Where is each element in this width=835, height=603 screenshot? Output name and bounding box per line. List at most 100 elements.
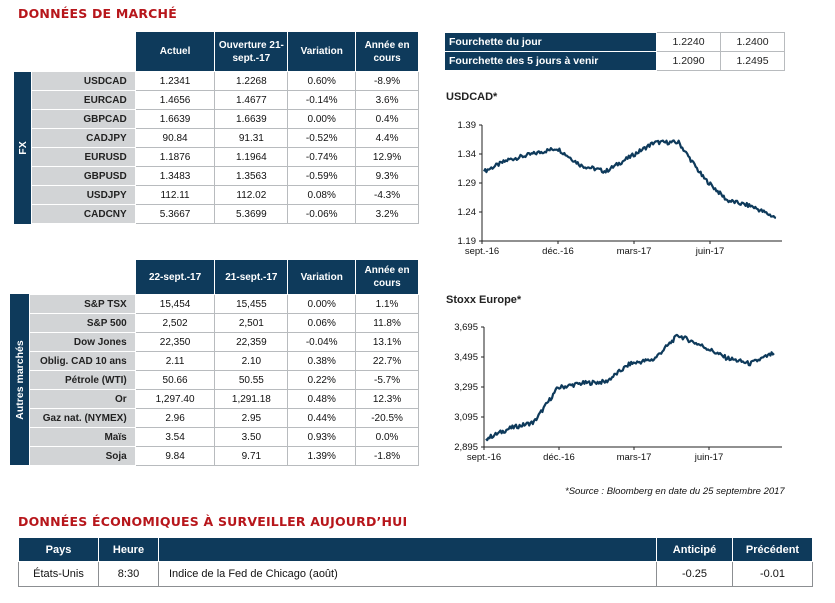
fx-open: 5.3699 (214, 204, 289, 224)
other-change: 0.22% (287, 370, 357, 390)
other-name: Soja (29, 446, 136, 466)
other-name: Or (29, 389, 136, 409)
fx-row: USDCAD 1.2341 1.2268 0.60% -8.9% (31, 71, 419, 91)
fx-ytd: 9.3% (355, 166, 419, 186)
other-name: Dow Jones (29, 332, 136, 352)
other-name: S&P TSX (29, 294, 136, 314)
fx-name: EURUSD (31, 147, 136, 167)
fx-row: EURUSD 1.1876 1.1964 -0.74% 12.9% (31, 147, 419, 167)
other-ytd: 11.8% (355, 313, 419, 333)
fx-header-row: Actuel Ouverture 21-sept.-17 Variation A… (31, 31, 419, 72)
market-data-title: DONNÉES DE MARCHÉ (18, 6, 177, 21)
other-change: 0.48% (287, 389, 357, 409)
other-open: 2,501 (214, 313, 289, 333)
fx-change: -0.52% (287, 128, 357, 148)
fx-ytd: 3.6% (355, 90, 419, 110)
economic-data-title: DONNÉES ÉCONOMIQUES À SURVEILLER AUJOURD… (18, 514, 408, 529)
other-ytd: 13.1% (355, 332, 419, 352)
fx-change: 0.00% (287, 109, 357, 129)
y-tick-label: 1.24 (458, 207, 477, 218)
fx-change: -0.06% (287, 204, 357, 224)
fx-row: GBPCAD 1.6639 1.6639 0.00% 0.4% (31, 109, 419, 129)
other-open: 2.10 (214, 351, 289, 371)
other-name: Oblig. CAD 10 ans (29, 351, 136, 371)
other-current: 2.11 (134, 351, 216, 371)
other-ytd: -5.7% (355, 370, 419, 390)
y-tick-label: 1.39 (458, 120, 477, 131)
fx-ytd: 12.9% (355, 147, 419, 167)
economic-country: États-Unis (18, 561, 99, 587)
other-row: Or 1,297.40 1,291.18 0.48% 12.3% (29, 389, 419, 409)
other-row: Oblig. CAD 10 ans 2.11 2.10 0.38% 22.7% (29, 351, 419, 371)
range-label: Fourchette des 5 jours à venir (444, 51, 657, 71)
other-change: 0.44% (287, 408, 357, 428)
economic-header-previous: Précédent (732, 537, 813, 562)
other-ytd: 0.0% (355, 427, 419, 447)
economic-header-row: Pays Heure Anticipé Précédent (18, 537, 813, 562)
y-tick-label: 2,895 (454, 442, 478, 453)
fx-name: CADJPY (31, 128, 136, 148)
other-open: 3.50 (214, 427, 289, 447)
other-markets-side-label: Autres marchés (10, 294, 29, 465)
other-open: 1,291.18 (214, 389, 289, 409)
fx-current: 1.2341 (134, 71, 216, 91)
y-tick-label: 3,495 (454, 352, 478, 363)
fx-open: 112.02 (214, 185, 289, 205)
fx-change: 0.08% (287, 185, 357, 205)
fx-row: GBPUSD 1.3483 1.3563 -0.59% 9.3% (31, 166, 419, 186)
fx-header-blank (31, 31, 136, 72)
fx-row: CADJPY 90.84 91.31 -0.52% 4.4% (31, 128, 419, 148)
x-tick-label: mars-17 (617, 246, 652, 257)
fx-row: CADCNY 5.3667 5.3699 -0.06% 3.2% (31, 204, 419, 224)
economic-header-time: Heure (98, 537, 159, 562)
y-tick-label: 1.29 (458, 178, 477, 189)
other-row: Pétrole (WTI) 50.66 50.55 0.22% -5.7% (29, 370, 419, 390)
other-change: 0.38% (287, 351, 357, 371)
fx-table: Actuel Ouverture 21-sept.-17 Variation A… (31, 31, 419, 224)
fx-header-ytd: Année en cours (355, 31, 419, 72)
fx-name: USDCAD (31, 71, 136, 91)
y-tick-label: 1.19 (458, 236, 477, 247)
x-tick-label: déc.-16 (542, 246, 574, 257)
other-current: 22,350 (134, 332, 216, 352)
economic-previous: -0.01 (732, 561, 813, 587)
range-label: Fourchette du jour (444, 32, 657, 52)
fx-current: 90.84 (134, 128, 216, 148)
range-high: 1.2400 (720, 32, 785, 52)
fx-open: 1.4677 (214, 90, 289, 110)
other-header-row: 22-sept.-17 21-sept.-17 Variation Année … (29, 259, 419, 295)
fx-ytd: 0.4% (355, 109, 419, 129)
x-tick-label: juin-17 (694, 452, 724, 463)
other-name: Gaz nat. (NYMEX) (29, 408, 136, 428)
fx-ytd: -8.9% (355, 71, 419, 91)
fx-open: 1.3563 (214, 166, 289, 186)
source-note: *Source : Bloomberg en date du 25 septem… (565, 486, 785, 497)
fx-change: -0.59% (287, 166, 357, 186)
economic-header-country: Pays (18, 537, 99, 562)
other-name: Pétrole (WTI) (29, 370, 136, 390)
range-row: Fourchette du jour 1.2240 1.2400 (444, 32, 785, 52)
other-change: 0.06% (287, 313, 357, 333)
economic-expected: -0.25 (656, 561, 733, 587)
x-tick-label: sept.-16 (465, 246, 499, 257)
fx-header-open: Ouverture 21-sept.-17 (214, 31, 289, 72)
fx-change: 0.60% (287, 71, 357, 91)
y-tick-label: 3,695 (454, 322, 478, 333)
fx-open: 91.31 (214, 128, 289, 148)
fx-open: 1.1964 (214, 147, 289, 167)
other-current: 15,454 (134, 294, 216, 314)
other-ytd: -20.5% (355, 408, 419, 428)
other-ytd: 1.1% (355, 294, 419, 314)
usdcad-chart-title: USDCAD* (446, 91, 498, 103)
other-open: 50.55 (214, 370, 289, 390)
other-markets-table: 22-sept.-17 21-sept.-17 Variation Année … (29, 259, 419, 466)
y-tick-label: 1.34 (458, 149, 477, 160)
economic-indicator: Indice de la Fed de Chicago (août) (158, 561, 657, 587)
fx-ytd: 3.2% (355, 204, 419, 224)
x-tick-label: déc.-16 (543, 452, 575, 463)
other-open: 15,455 (214, 294, 289, 314)
other-current: 1,297.40 (134, 389, 216, 409)
fx-ytd: -4.3% (355, 185, 419, 205)
fx-current: 112.11 (134, 185, 216, 205)
